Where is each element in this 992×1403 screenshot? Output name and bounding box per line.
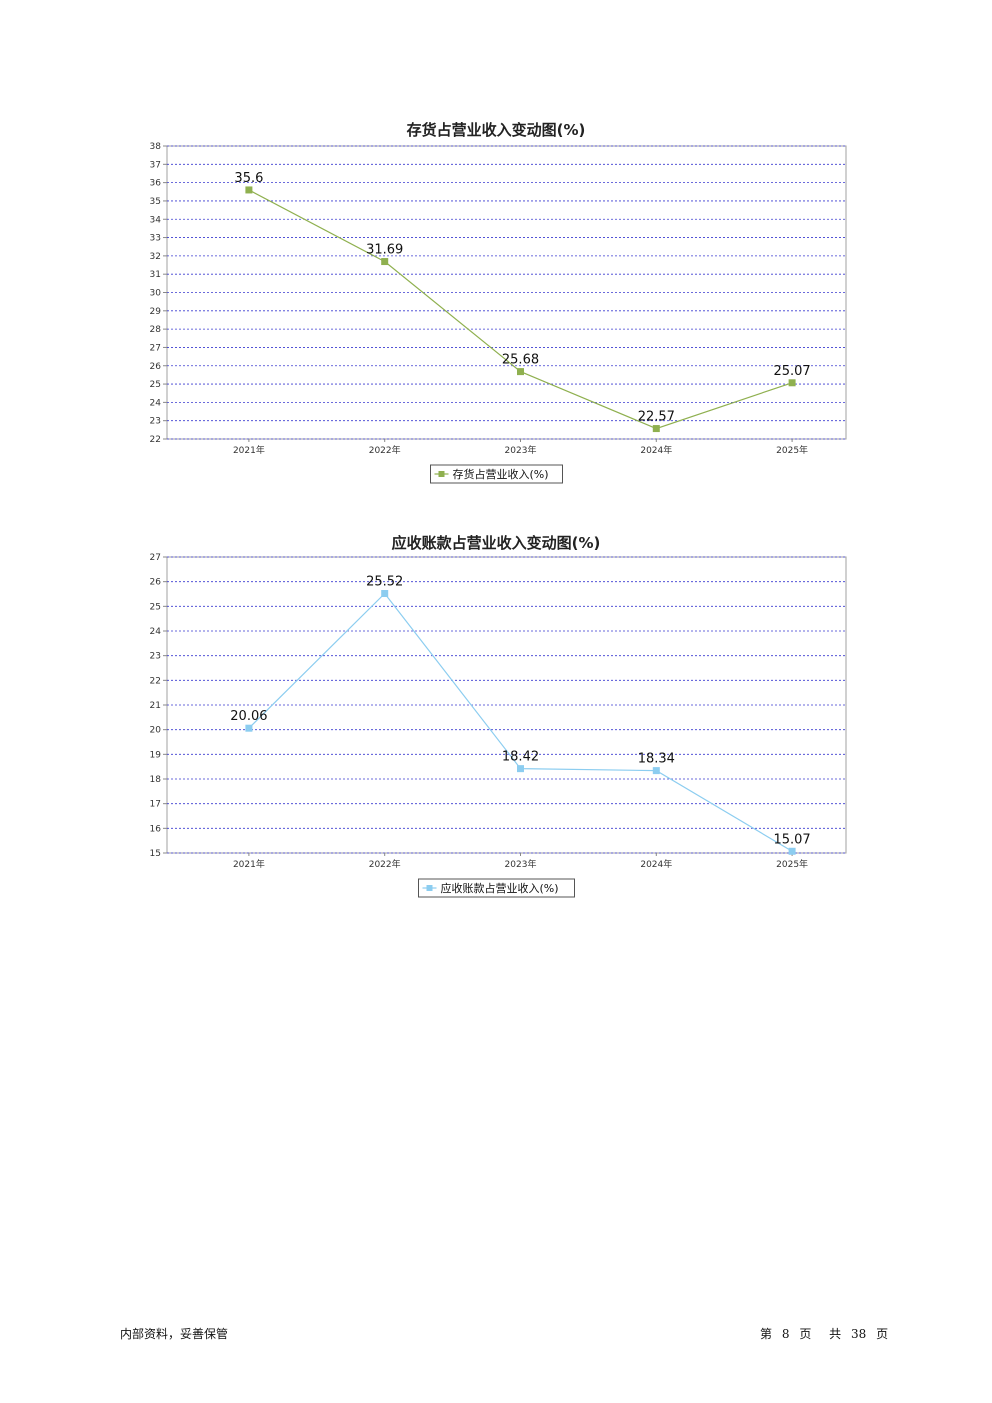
chart2-ytick-label: 22 bbox=[150, 676, 161, 686]
chart2-ytick-label: 15 bbox=[150, 849, 161, 859]
chart1-ytick-label: 37 bbox=[150, 160, 161, 170]
chart1-ytick-label: 26 bbox=[150, 362, 162, 372]
chart2-data-point bbox=[788, 847, 796, 855]
chart2-data-point bbox=[245, 724, 253, 732]
chart2-ytick-label: 27 bbox=[150, 553, 161, 563]
chart1-data-point bbox=[245, 186, 253, 194]
chart1-data-label: 22.57 bbox=[638, 410, 675, 425]
chart1-ytick-label: 24 bbox=[150, 398, 162, 408]
footer-confidential-note: 内部资料，妥善保管 bbox=[120, 1327, 229, 1341]
footer-page-info: 第 8 页 共 38 页 bbox=[760, 1325, 888, 1342]
chart2-ytick-label: 21 bbox=[150, 701, 161, 711]
chart2-data-label: 20.06 bbox=[230, 709, 267, 724]
chart2-ytick-label: 17 bbox=[150, 800, 161, 810]
chart1-ytick-label: 25 bbox=[150, 380, 161, 390]
chart1-data-label: 25.07 bbox=[773, 364, 810, 379]
chart2-data-point bbox=[652, 767, 660, 775]
chart1-xtick-label: 2024年 bbox=[640, 444, 672, 456]
chart1-ytick-label: 32 bbox=[150, 252, 161, 262]
chart2-ytick-label: 16 bbox=[150, 824, 162, 834]
chart1-xtick-label: 2025年 bbox=[776, 444, 808, 456]
footer-page-mid: 页 bbox=[799, 1327, 812, 1341]
chart2-legend-box bbox=[418, 878, 575, 898]
chart2-xtick-label: 2023年 bbox=[505, 858, 537, 870]
chart2-ytick-label: 20 bbox=[150, 726, 162, 736]
chart2-legend-marker bbox=[426, 885, 433, 891]
chart2-data-point bbox=[517, 765, 524, 773]
chart1-ytick-label: 35 bbox=[150, 197, 161, 207]
footer-page-num: 8 bbox=[781, 1327, 790, 1341]
chart1-ytick-label: 33 bbox=[150, 234, 161, 244]
chart2-title: 应收账款占营业收入变动图(%) bbox=[391, 534, 601, 552]
chart2-xtick-label: 2025年 bbox=[776, 858, 808, 870]
chart2-ytick-label: 19 bbox=[150, 750, 162, 760]
chart1-legend-marker bbox=[438, 471, 445, 477]
chart2-xtick-label: 2021年 bbox=[233, 858, 265, 870]
chart2-ytick-label: 18 bbox=[150, 775, 162, 785]
chart2-ytick-label: 24 bbox=[150, 627, 162, 637]
chart1-ytick-label: 22 bbox=[150, 435, 161, 445]
chart2-ytick-label: 23 bbox=[150, 652, 161, 662]
chart1-legend-label: 存货占营业收入(%) bbox=[453, 467, 549, 481]
chart1-ytick-label: 36 bbox=[150, 179, 162, 189]
chart2-data-label: 25.52 bbox=[366, 575, 403, 590]
chart2-series-line bbox=[248, 592, 793, 852]
chart1-ytick-label: 31 bbox=[150, 270, 161, 280]
chart1-svg: 22 23 24 25 26 27 28 29 30 31 32 33 34 35 36 37 38 2021年 2… bbox=[150, 142, 847, 484]
chart1-data-point bbox=[517, 368, 524, 376]
chart2-data-label: 18.42 bbox=[502, 750, 539, 765]
chart1-data-label: 35.6 bbox=[234, 171, 263, 186]
footer-total-post: 页 bbox=[876, 1327, 889, 1341]
chart1-data-label: 25.68 bbox=[502, 353, 539, 368]
footer-total-num: 38 bbox=[851, 1327, 867, 1341]
chart1-ytick-label: 29 bbox=[150, 307, 162, 317]
chart2-legend-label: 应收账款占营业收入(%) bbox=[441, 881, 559, 895]
chart1-title: 存货占营业收入变动图(%) bbox=[406, 121, 586, 139]
chart1-xtick-label: 2021年 bbox=[233, 444, 265, 456]
chart2-xtick-label: 2024年 bbox=[640, 858, 672, 870]
chart1-data-label: 31.69 bbox=[366, 243, 403, 258]
chart2-data-point bbox=[381, 590, 389, 598]
chart1-ytick-label: 23 bbox=[150, 417, 161, 427]
footer-page-pre: 第 bbox=[760, 1327, 773, 1341]
chart1-ytick-label: 34 bbox=[150, 215, 162, 225]
chart2-xtick-label: 2022年 bbox=[369, 858, 401, 870]
chart1-ytick-label: 38 bbox=[150, 142, 162, 152]
chart1-data-point bbox=[652, 425, 660, 433]
chart1-xtick-label: 2022年 bbox=[369, 444, 401, 456]
chart2-ytick-label: 26 bbox=[150, 578, 162, 588]
chart1-ytick-label: 27 bbox=[150, 343, 161, 353]
chart1-legend-box bbox=[430, 464, 563, 484]
chart2-data-label: 18.34 bbox=[638, 752, 675, 767]
chart1-data-point bbox=[381, 258, 389, 266]
chart1-data-point bbox=[788, 379, 796, 387]
footer-total-pre: 共 bbox=[829, 1327, 842, 1341]
chart1-xtick-label: 2023年 bbox=[505, 444, 537, 456]
chart2-svg: 15 16 17 18 19 20 21 22 23 24 25 26 27 2021年 2022年 2023… bbox=[150, 553, 847, 898]
chart2-data-label: 15.07 bbox=[773, 832, 810, 847]
chart1-ytick-label: 30 bbox=[150, 289, 162, 299]
chart1-ytick-label: 28 bbox=[150, 325, 162, 335]
chart2-ytick-label: 25 bbox=[150, 602, 161, 612]
